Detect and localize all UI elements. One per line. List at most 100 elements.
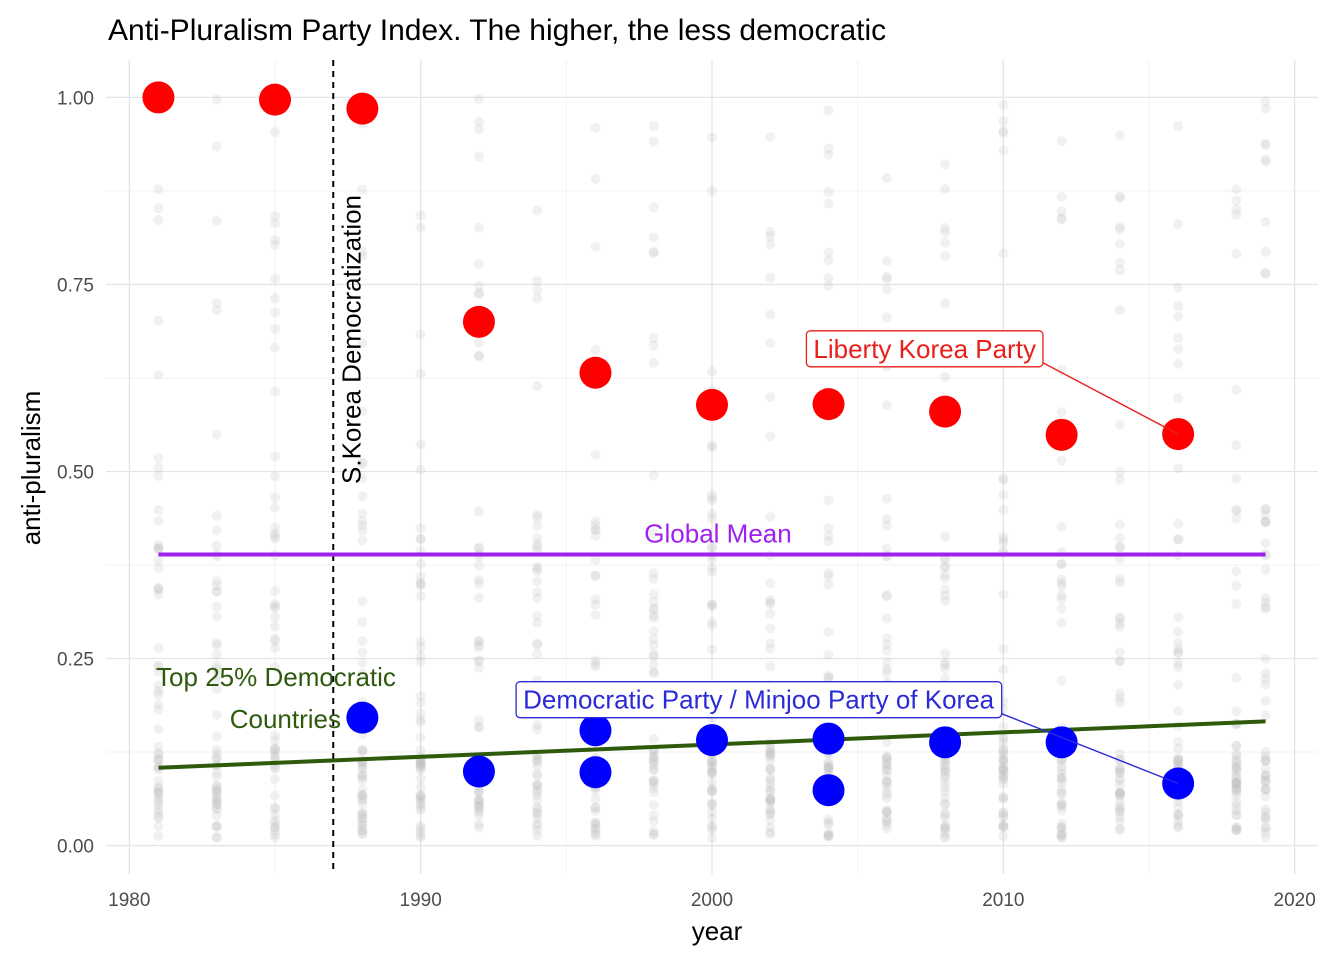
background-point: [823, 568, 834, 579]
background-point: [823, 627, 834, 638]
background-point: [1260, 96, 1271, 107]
background-point: [1260, 823, 1271, 834]
background-point: [940, 223, 951, 234]
background-point: [415, 439, 426, 450]
background-point: [940, 648, 951, 659]
background-point: [415, 222, 426, 233]
background-point: [590, 241, 601, 252]
background-point: [473, 662, 484, 673]
background-point: [473, 715, 484, 726]
background-point: [648, 612, 659, 623]
background-point: [473, 124, 484, 135]
background-point: [765, 785, 776, 796]
background-point: [648, 787, 659, 798]
background-point: [415, 760, 426, 771]
background-point: [590, 449, 601, 460]
y-tick-label: 0.00: [57, 837, 94, 858]
background-point: [1173, 662, 1184, 673]
background-point: [1260, 564, 1271, 575]
background-point: [357, 772, 368, 783]
background-point: [211, 799, 222, 810]
background-point: [357, 406, 368, 417]
background-point: [1056, 798, 1067, 809]
background-point: [823, 764, 834, 775]
background-point: [998, 774, 1009, 785]
background-point: [590, 817, 601, 828]
background-point: [1260, 156, 1271, 167]
background-point: [269, 735, 280, 746]
background-point: [765, 774, 776, 785]
background-point: [473, 639, 484, 650]
background-point: [648, 136, 659, 147]
background-point: [153, 748, 164, 759]
background-point: [590, 659, 601, 670]
background-point: [707, 492, 717, 503]
background-point: [269, 818, 280, 829]
background-point: [881, 633, 892, 644]
background-point: [881, 737, 892, 748]
background-point: [1056, 773, 1067, 784]
background-point: [1056, 559, 1067, 570]
background-point: [998, 127, 1009, 138]
background-point: [881, 493, 892, 504]
top25-label-line2: Countries: [230, 704, 341, 734]
background-point: [1260, 832, 1271, 843]
background-point: [1231, 210, 1242, 221]
background-point: [211, 748, 222, 759]
background-point: [1114, 656, 1125, 667]
background-point: [881, 273, 892, 284]
background-point: [532, 780, 543, 791]
background-point: [269, 790, 280, 801]
party-point: [929, 726, 962, 759]
background-point: [532, 790, 543, 801]
background-point: [269, 586, 280, 597]
background-point: [1173, 802, 1184, 813]
background-point: [357, 794, 368, 805]
background-point: [473, 788, 484, 799]
background-point: [823, 814, 834, 825]
background-point: [269, 522, 280, 533]
background-point: [940, 812, 951, 823]
background-point: [415, 210, 426, 221]
background-point: [269, 533, 280, 544]
background-point: [415, 759, 426, 770]
background-point: [415, 782, 426, 793]
background-point: [765, 793, 776, 804]
background-point: [415, 650, 426, 661]
background-point: [940, 760, 951, 771]
background-point: [1231, 762, 1242, 773]
background-point: [1056, 577, 1067, 588]
background-point: [1114, 823, 1125, 834]
background-point: [1114, 791, 1125, 802]
background-point: [269, 744, 280, 755]
background-point: [1114, 787, 1125, 798]
background-point: [1056, 768, 1067, 779]
background-point: [1231, 805, 1242, 816]
background-point: [1231, 777, 1242, 788]
background-point: [532, 284, 543, 295]
background-point: [1056, 590, 1067, 601]
background-point: [269, 762, 280, 773]
background-point: [1056, 829, 1067, 840]
background-point: [473, 721, 484, 732]
background-point: [153, 821, 164, 832]
background-point: [590, 661, 601, 672]
background-point: [1173, 647, 1184, 658]
background-point: [1056, 213, 1067, 224]
background-point: [940, 584, 951, 595]
background-point: [153, 813, 164, 824]
background-point: [648, 634, 659, 645]
background-point: [765, 778, 776, 789]
background-point: [153, 782, 164, 793]
background-point: [590, 802, 601, 813]
background-point: [473, 151, 484, 162]
background-point: [269, 293, 280, 304]
background-point: [473, 785, 484, 796]
background-point: [1114, 257, 1125, 268]
background-point: [211, 832, 222, 843]
background-point: [1173, 809, 1184, 820]
background-point: [823, 831, 834, 842]
background-point: [1231, 750, 1242, 761]
background-point: [881, 760, 892, 771]
background-point: [648, 651, 659, 662]
